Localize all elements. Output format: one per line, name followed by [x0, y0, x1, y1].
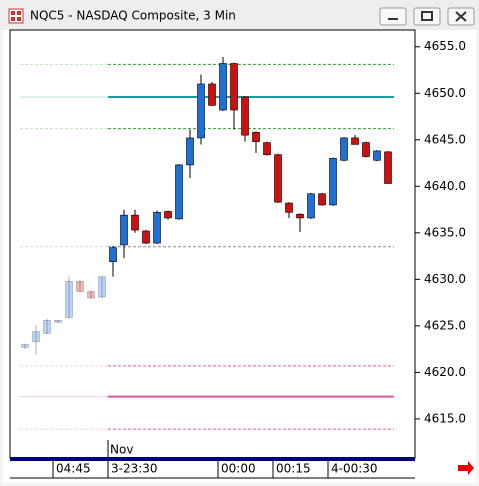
minimize-button[interactable] [379, 7, 407, 26]
candle-body [351, 137, 359, 145]
x-tick-label: 4-00:30 [331, 462, 378, 476]
candle-body [87, 291, 95, 299]
y-tick-label: 4630.0 [424, 272, 466, 286]
y-tick-label: 4625.0 [424, 318, 466, 332]
x-tick-label: 00:00 [221, 462, 256, 476]
app-icon [8, 8, 24, 24]
candle-body [384, 151, 392, 184]
candle-body [340, 137, 348, 161]
y-tick-label: 4650.0 [424, 86, 466, 100]
maximize-button[interactable] [413, 7, 441, 26]
candle-body [285, 202, 293, 213]
candle-body [153, 212, 161, 244]
candle-body [307, 193, 315, 219]
candle-body [120, 214, 128, 246]
candle-body [219, 63, 227, 111]
y-tick-label: 4640.0 [424, 179, 466, 193]
close-button[interactable] [447, 7, 475, 26]
candle-body [142, 230, 150, 244]
y-tick-label: 4645.0 [424, 132, 466, 146]
candle-body [329, 158, 337, 206]
scroll-bar[interactable] [10, 457, 415, 461]
candle-body [98, 276, 106, 298]
scroll-right-arrow[interactable] [458, 461, 474, 475]
x-tick-label: 00:15 [276, 462, 311, 476]
y-tick-label: 4655.0 [424, 39, 466, 53]
x-tick-label: 04:45 [56, 462, 91, 476]
candle-body [164, 211, 172, 219]
candle-body [131, 214, 139, 231]
y-tick-label: 4620.0 [424, 365, 466, 379]
candle-body [241, 96, 249, 136]
candle-body [263, 142, 271, 155]
candle-body [318, 193, 326, 206]
x-tick-label: 3-23:30 [111, 462, 158, 476]
candle-body [197, 83, 205, 139]
y-tick-label: 4635.0 [424, 225, 466, 239]
candle-body [186, 137, 194, 166]
candle-body [32, 331, 40, 342]
candle-body [208, 83, 216, 106]
candle-body [296, 213, 304, 219]
candle-body [76, 280, 84, 292]
candle-body [109, 247, 117, 262]
candle-body [252, 132, 260, 142]
candle-body [43, 319, 51, 334]
candle-body [54, 319, 62, 323]
candle-body [274, 154, 282, 203]
candle-body [373, 150, 381, 161]
candle-body [175, 164, 183, 220]
candle-body [65, 280, 73, 318]
candle-body [362, 142, 370, 157]
window-title: NQC5 - NASDAQ Composite, 3 Min [30, 9, 236, 23]
y-tick-label: 4615.0 [424, 411, 466, 425]
month-label: Nov [110, 443, 133, 457]
candle-body [21, 344, 29, 348]
candle-body [230, 63, 238, 111]
